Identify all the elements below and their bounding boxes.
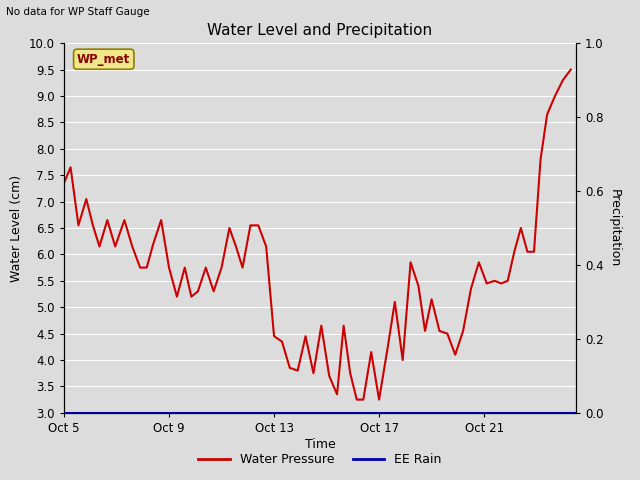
Text: WP_met: WP_met <box>77 53 131 66</box>
Y-axis label: Water Level (cm): Water Level (cm) <box>10 174 24 282</box>
X-axis label: Time: Time <box>305 438 335 451</box>
Title: Water Level and Precipitation: Water Level and Precipitation <box>207 23 433 38</box>
Text: No data for WP Staff Gauge: No data for WP Staff Gauge <box>6 7 150 17</box>
Y-axis label: Precipitation: Precipitation <box>607 189 620 267</box>
Legend: Water Pressure, EE Rain: Water Pressure, EE Rain <box>193 448 447 471</box>
